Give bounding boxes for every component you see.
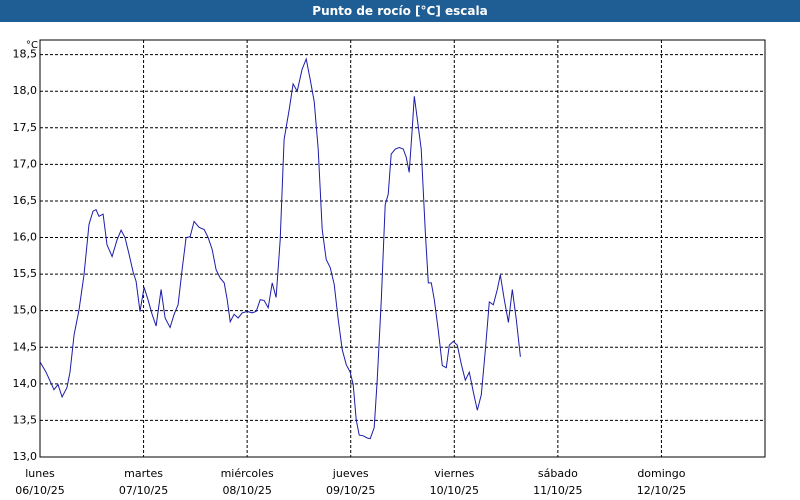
x-tick-label: martes [124,467,163,480]
x-tick-label: jueves [332,467,369,480]
x-tick-date: 12/10/25 [637,484,686,497]
x-tick-label: domingo [637,467,685,480]
plot-border [39,39,766,458]
background [0,22,800,500]
y-tick-label: 16,0 [13,231,38,244]
x-tick-date: 09/10/25 [326,484,375,497]
chart: °C 13,0 13,5 14,0 14,5 15,0 15,5 16,0 16,5 17,0 1… [0,22,800,500]
y-tick-label: 17,5 [13,121,38,134]
data-line [39,57,521,440]
x-tick-date: 11/10/25 [533,484,582,497]
x-tick-date: 06/10/25 [15,484,64,497]
x-tick-label: miércoles [221,467,274,480]
chart-title: Punto de rocío [°C] escala [0,0,800,22]
x-tick-date: 10/10/25 [430,484,479,497]
y-tick-label: 14,5 [13,340,38,353]
y-tick-label: 14,0 [13,377,38,390]
y-tick-label: 18,0 [13,84,38,97]
x-tick-label: lunes [25,467,55,480]
x-tick-label: sábado [538,467,578,480]
y-tick-label: 15,5 [13,267,38,280]
y-tick-label: 15,0 [13,304,38,317]
y-tick-label: 13,0 [13,450,38,463]
x-tick-date: 08/10/25 [222,484,271,497]
y-unit: °C [26,40,38,51]
y-tick-label: 13,5 [13,413,38,426]
y-tick-label: 17,0 [13,157,38,170]
y-tick-label: 16,5 [13,194,38,207]
x-tick-date: 07/10/25 [119,484,168,497]
x-tick-label: viernes [434,467,474,480]
y-tick-label: 18,5 [13,48,38,61]
